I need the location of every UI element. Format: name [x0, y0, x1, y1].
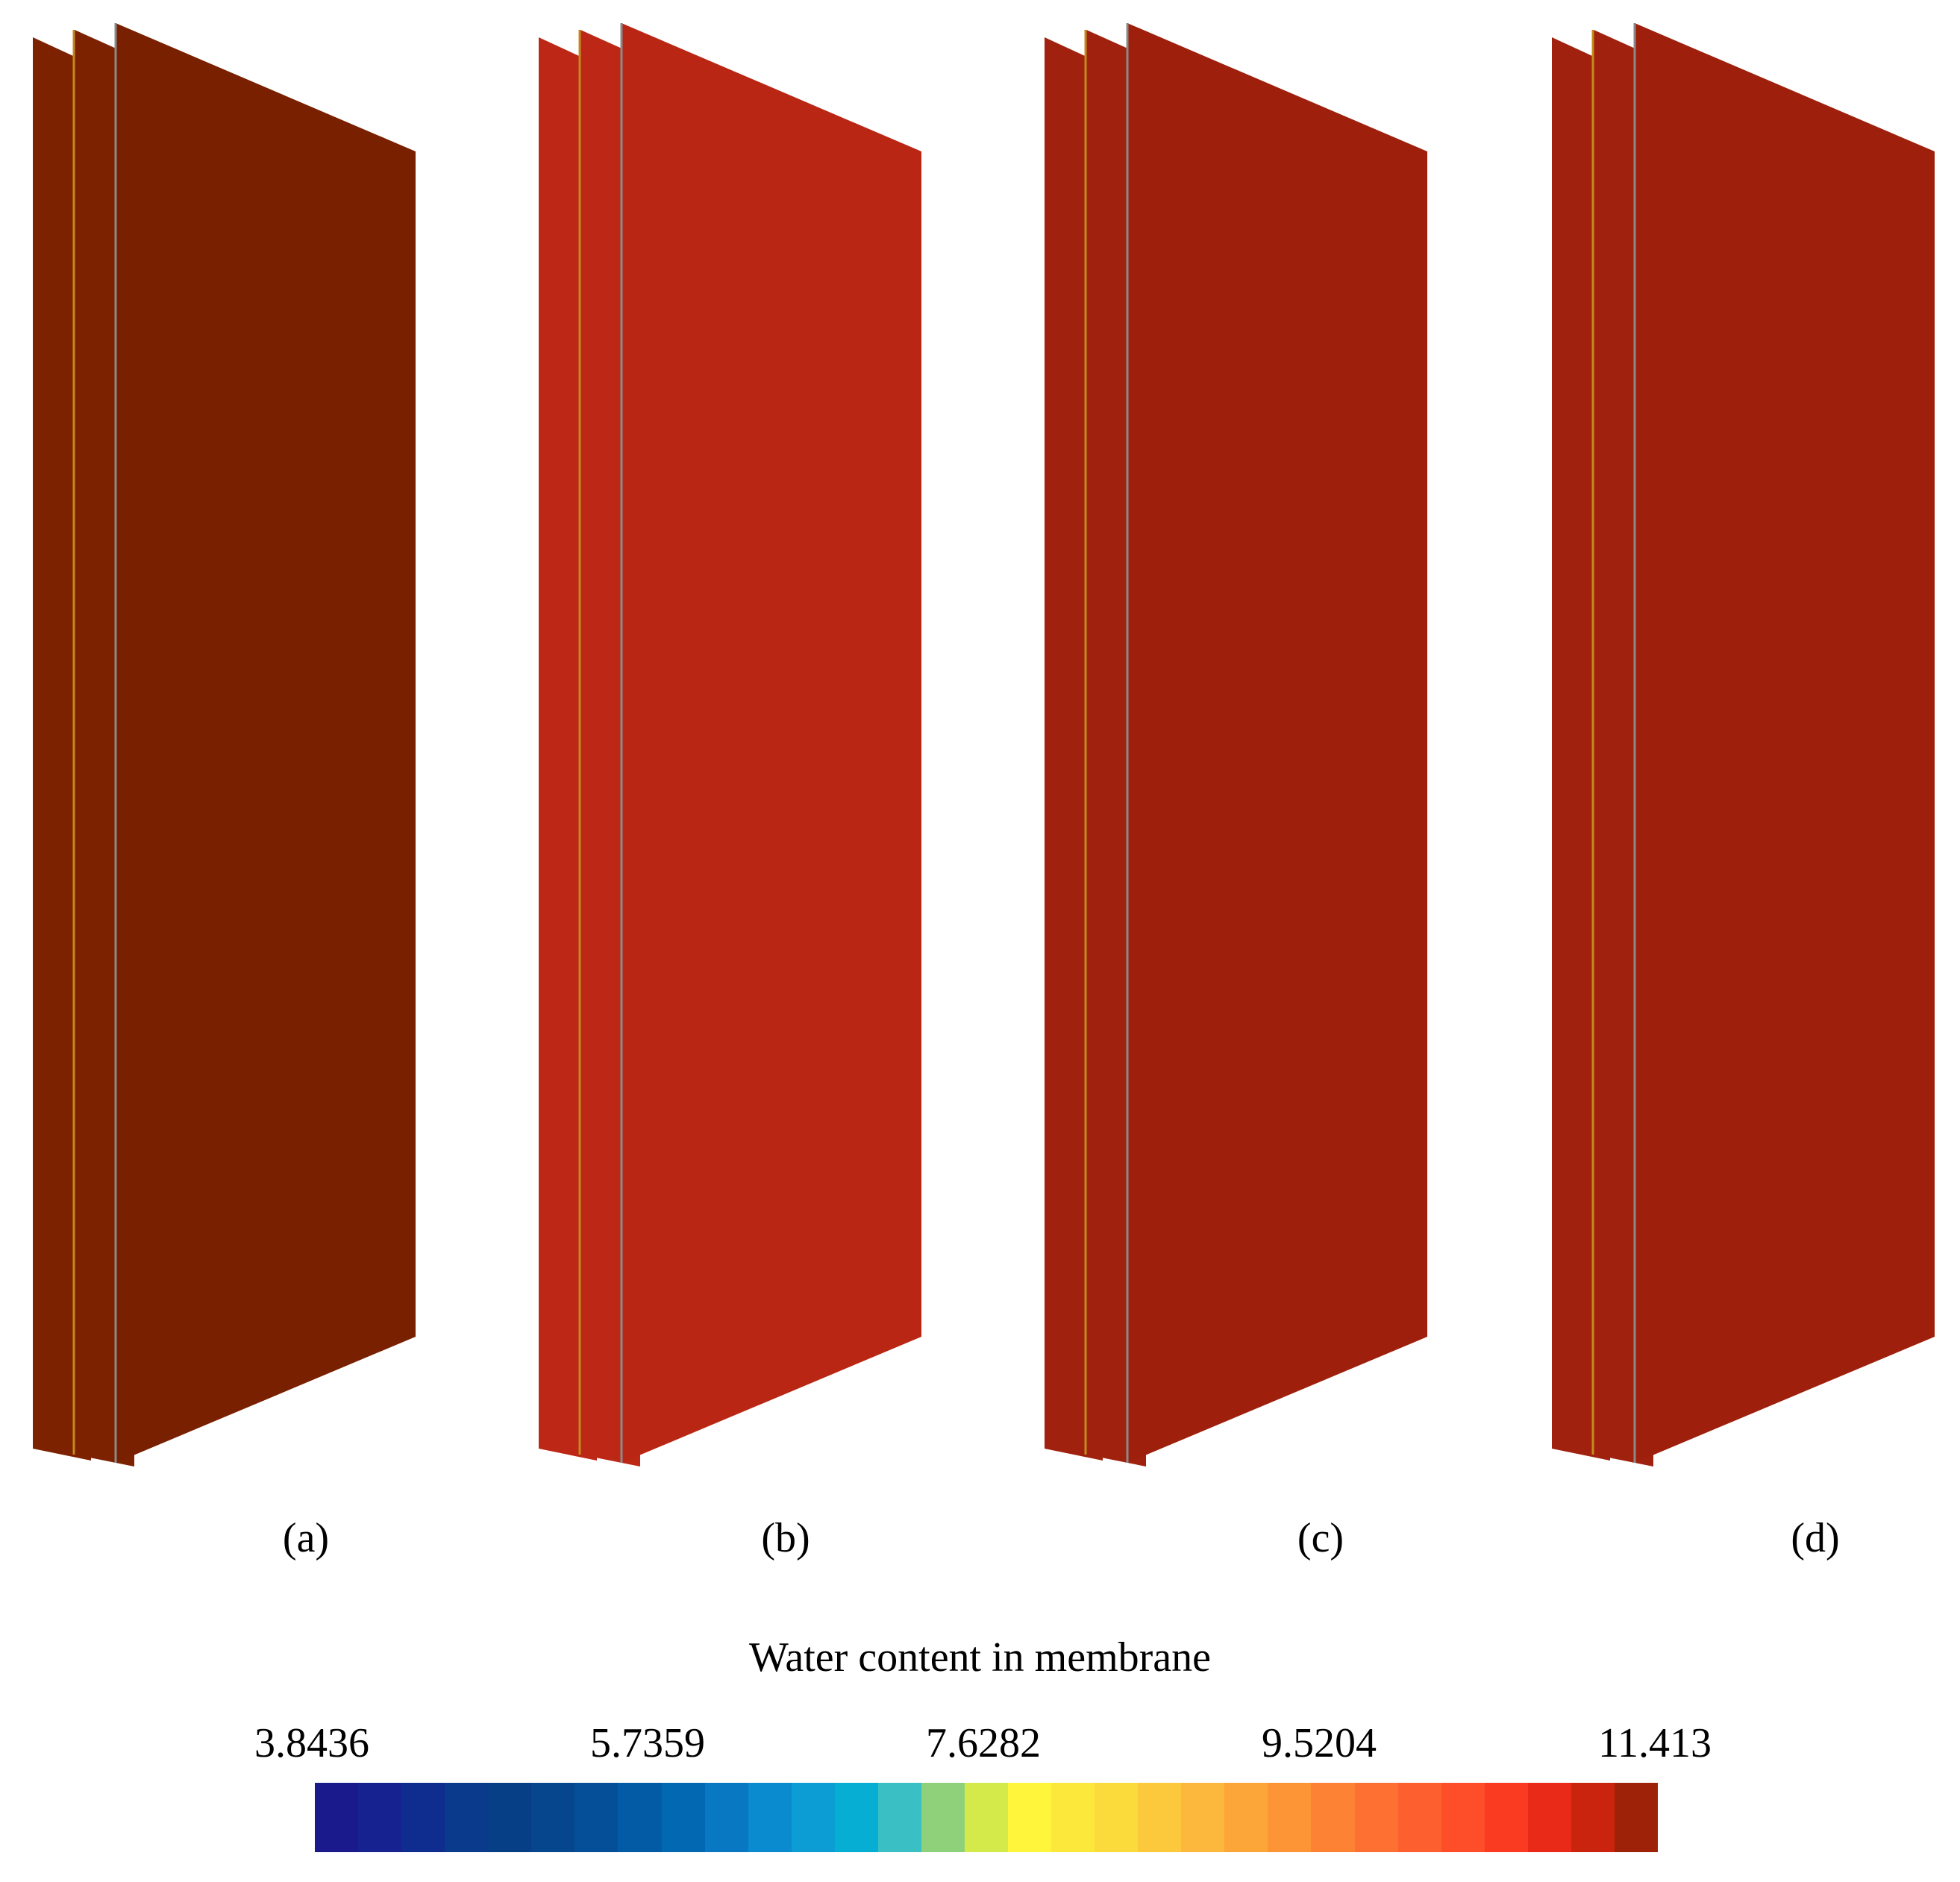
membrane-sheet-front	[1127, 23, 1427, 1463]
panel-label-a: (a)	[282, 1515, 330, 1561]
colorbar-swatch	[358, 1783, 402, 1852]
colorbar-swatch	[791, 1783, 835, 1852]
colorbar-tick-label: 7.6282	[926, 1720, 1041, 1766]
colorbar-swatch	[445, 1783, 489, 1852]
colorbar-tick-label: 3.8436	[254, 1720, 369, 1766]
colorbar-swatch	[401, 1783, 445, 1852]
membrane-sheet-front	[1635, 23, 1935, 1463]
colorbar-swatch	[1268, 1783, 1312, 1852]
colorbar-swatch	[315, 1783, 359, 1852]
panel-a	[33, 23, 416, 1467]
panel-label-c: (c)	[1297, 1515, 1344, 1561]
colorbar-swatch	[921, 1783, 965, 1852]
panel-label-d: (d)	[1791, 1515, 1840, 1561]
colorbar-swatch	[1484, 1783, 1528, 1852]
colorbar-swatch	[618, 1783, 662, 1852]
panel-c	[1045, 23, 1427, 1467]
colorbar-swatch	[1311, 1783, 1355, 1852]
colorbar-swatch	[1095, 1783, 1139, 1852]
colorbar-swatch	[1138, 1783, 1182, 1852]
membrane-sheet-front	[621, 23, 921, 1463]
colorbar-tick-label: 5.7359	[590, 1720, 705, 1766]
colorbar-swatch	[574, 1783, 619, 1852]
membrane-sheet-front	[116, 23, 416, 1463]
colorbar-swatch	[661, 1783, 705, 1852]
colorbar-title: Water content in membrane	[748, 1634, 1211, 1681]
colorbar-swatch	[531, 1783, 575, 1852]
colorbar-swatch	[964, 1783, 1008, 1852]
colorbar-swatch	[1051, 1783, 1095, 1852]
colorbar-swatch	[1614, 1783, 1658, 1852]
panel-label-b: (b)	[761, 1515, 810, 1561]
colorbar-tick-label: 9.5204	[1262, 1720, 1377, 1766]
colorbar-swatch	[1354, 1783, 1398, 1852]
colorbar-tick-label: 11.413	[1598, 1720, 1712, 1766]
colorbar-swatch	[704, 1783, 748, 1852]
colorbar-swatch	[1008, 1783, 1052, 1852]
colorbar-swatch	[877, 1783, 921, 1852]
colorbar-swatch	[488, 1783, 532, 1852]
colorbar-swatch	[1527, 1783, 1571, 1852]
colorbar-swatch	[834, 1783, 878, 1852]
colorbar-swatch	[748, 1783, 792, 1852]
colorbar-swatch	[1571, 1783, 1615, 1852]
colorbar-swatch	[1181, 1783, 1225, 1852]
colorbar	[315, 1783, 1658, 1852]
panel-d	[1552, 23, 1935, 1467]
colorbar-swatch	[1441, 1783, 1485, 1852]
colorbar-swatch	[1224, 1783, 1268, 1852]
panel-b	[539, 23, 921, 1467]
colorbar-swatch	[1397, 1783, 1441, 1852]
